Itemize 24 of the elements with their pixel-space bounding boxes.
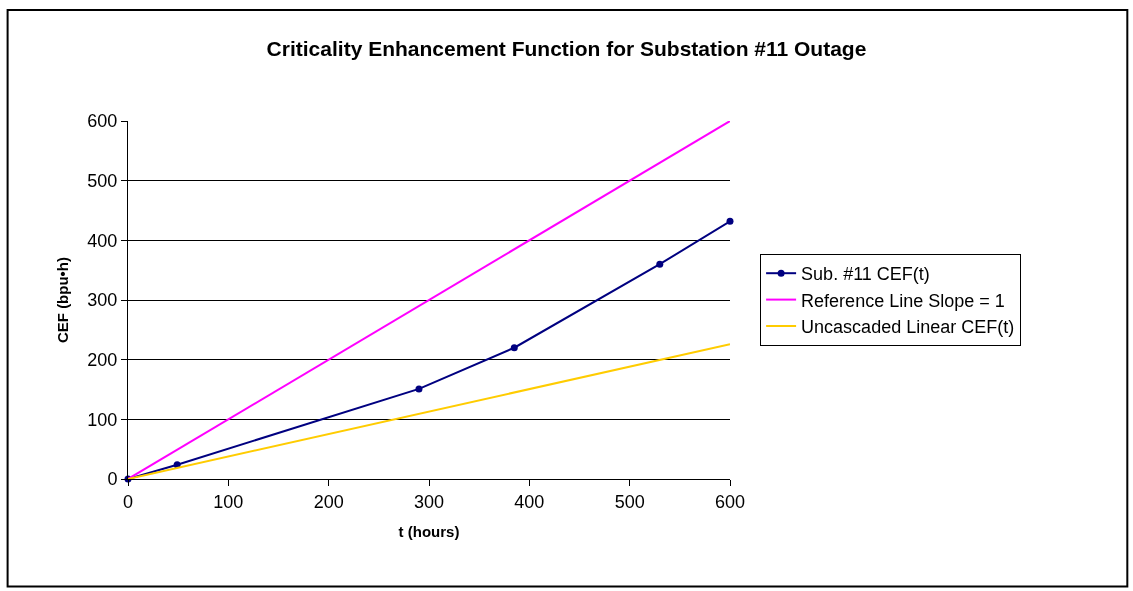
chart-title: Criticality Enhancement Function for Substation #11 Outage [266,37,867,61]
x-tick-label: 100 [213,491,244,512]
y-tick-label: 600 [87,111,118,132]
point [656,260,664,268]
y-tick-label: 500 [87,170,118,191]
x-tick-label: 400 [514,491,545,512]
y-tick-label: 0 [107,469,118,490]
y-axis-title: CEF (bpu•h) [53,256,71,344]
point [726,217,734,225]
x-tick-label: 0 [122,491,134,512]
x-tick-label: 300 [413,491,445,512]
x-tick-label: 200 [313,491,344,512]
legend-label: Reference Line Slope = 1 [801,290,1005,311]
y-tick-label: 200 [87,349,118,370]
y-tick-label: 100 [87,409,118,430]
point [510,344,518,352]
x-axis-title: t (hours) [398,522,460,540]
x-tick-label: 500 [614,491,645,512]
y-tick-label: 300 [87,290,118,311]
y-tick-label: 400 [87,230,118,251]
point [415,385,423,393]
legend-label: Sub. #11 CEF(t) [801,264,930,285]
legend-label: Uncascaded Linear CEF(t) [801,317,1015,338]
x-tick-label: 600 [714,491,746,512]
